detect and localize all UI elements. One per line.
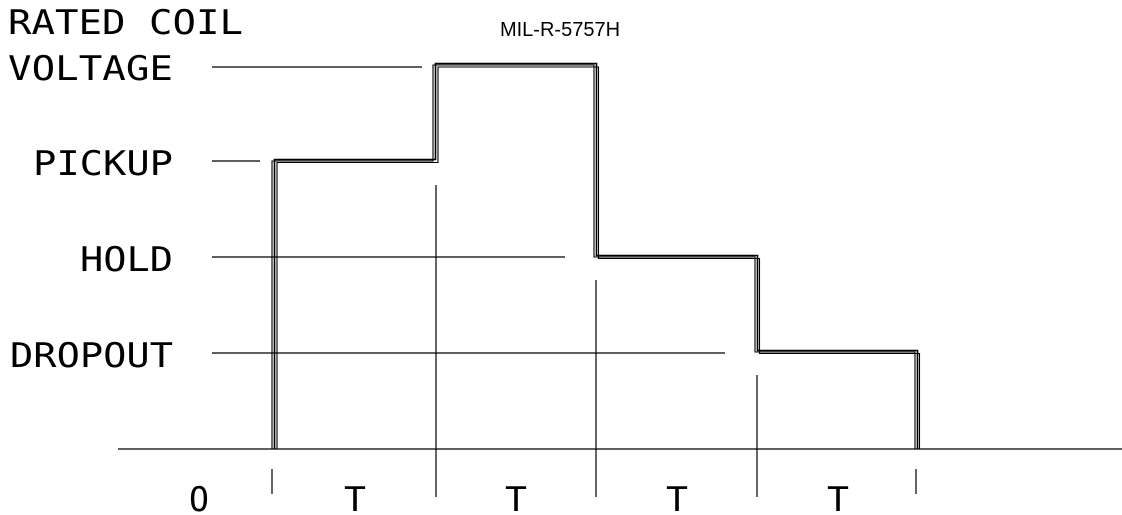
time-label-t3: T bbox=[666, 480, 688, 515]
label-hold: HOLD bbox=[80, 240, 173, 280]
voltage-waveform bbox=[271, 62, 921, 449]
label-voltage: VOLTAGE bbox=[8, 49, 173, 89]
label-pickup: PICKUP bbox=[33, 144, 173, 184]
diagram-title: MIL-R-5757H bbox=[500, 19, 620, 41]
time-label-t1: T bbox=[344, 480, 366, 515]
time-label-t2: T bbox=[505, 480, 527, 515]
label-rated-coil: RATED COIL bbox=[8, 3, 243, 43]
time-label-t4: T bbox=[827, 480, 849, 515]
time-label-origin: O bbox=[189, 480, 209, 515]
label-dropout: DROPOUT bbox=[10, 336, 173, 376]
